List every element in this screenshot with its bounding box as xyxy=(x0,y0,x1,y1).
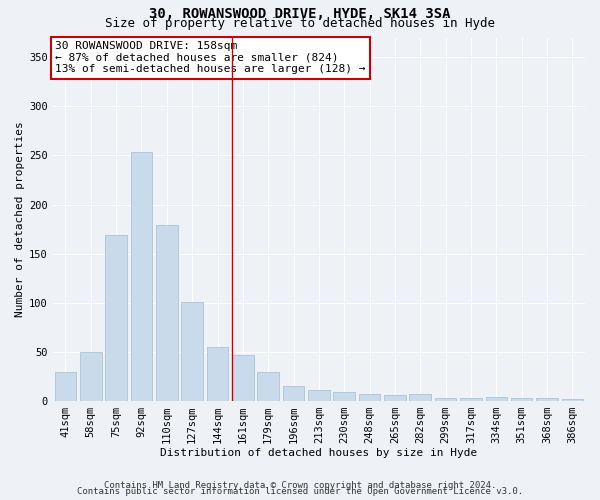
Bar xyxy=(283,386,304,401)
Bar xyxy=(562,399,583,401)
Bar xyxy=(232,355,254,401)
Bar xyxy=(460,398,482,401)
Bar xyxy=(485,397,507,401)
Bar xyxy=(156,225,178,401)
Text: Size of property relative to detached houses in Hyde: Size of property relative to detached ho… xyxy=(105,18,495,30)
Bar xyxy=(207,347,228,401)
Bar xyxy=(511,398,532,401)
Text: Contains public sector information licensed under the Open Government Licence v3: Contains public sector information licen… xyxy=(77,487,523,496)
Bar xyxy=(257,372,279,401)
Bar xyxy=(409,394,431,401)
X-axis label: Distribution of detached houses by size in Hyde: Distribution of detached houses by size … xyxy=(160,448,478,458)
Y-axis label: Number of detached properties: Number of detached properties xyxy=(15,122,25,317)
Bar xyxy=(384,395,406,401)
Text: Contains HM Land Registry data © Crown copyright and database right 2024.: Contains HM Land Registry data © Crown c… xyxy=(104,481,496,490)
Text: 30, ROWANSWOOD DRIVE, HYDE, SK14 3SA: 30, ROWANSWOOD DRIVE, HYDE, SK14 3SA xyxy=(149,8,451,22)
Bar xyxy=(106,235,127,401)
Bar xyxy=(334,392,355,401)
Bar xyxy=(80,352,101,401)
Bar xyxy=(308,390,329,401)
Bar xyxy=(536,398,558,401)
Bar xyxy=(131,152,152,401)
Bar xyxy=(55,372,76,401)
Bar xyxy=(181,302,203,401)
Bar xyxy=(435,398,457,401)
Text: 30 ROWANSWOOD DRIVE: 158sqm
← 87% of detached houses are smaller (824)
13% of se: 30 ROWANSWOOD DRIVE: 158sqm ← 87% of det… xyxy=(55,41,366,74)
Bar xyxy=(359,394,380,401)
